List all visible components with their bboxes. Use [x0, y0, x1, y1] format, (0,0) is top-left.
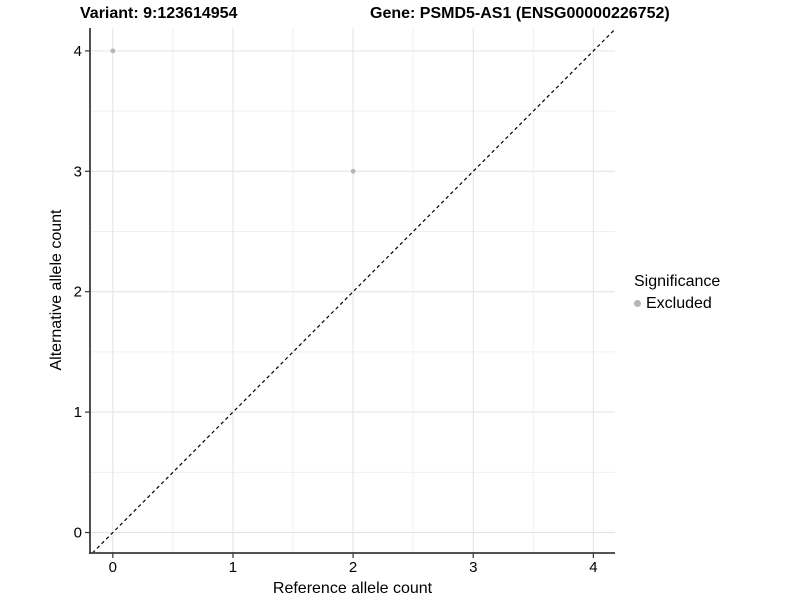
- legend-title: Significance: [634, 273, 721, 290]
- legend-items: Excluded: [634, 294, 720, 313]
- data-point: [350, 168, 356, 174]
- x-tick-label: 1: [229, 559, 237, 576]
- x-tick-label: 0: [109, 559, 117, 576]
- y-tick-label: 3: [74, 163, 82, 180]
- legend-item: Excluded: [634, 294, 720, 313]
- variant-title: Variant: 9:123614954: [80, 5, 238, 22]
- data-point: [110, 48, 116, 54]
- gene-title: Gene: PSMD5-AS1 (ENSG00000226752): [370, 5, 670, 22]
- legend-point-swatch-icon: [634, 300, 641, 308]
- y-tick-label: 1: [74, 404, 82, 421]
- y-tick-label: 2: [74, 284, 82, 301]
- x-tick-label: 3: [469, 559, 477, 576]
- x-tick-label: 4: [589, 559, 597, 576]
- y-tick-label: 0: [74, 525, 82, 542]
- x-tick-label: 2: [349, 559, 357, 576]
- y-axis-title: Alternative allele count: [48, 209, 65, 371]
- y-tick-label: 4: [74, 43, 82, 60]
- legend: Significance Excluded: [634, 272, 720, 313]
- x-axis-title: Reference allele count: [272, 580, 433, 597]
- legend-item-label: Excluded: [646, 295, 712, 313]
- identity-line: [91, 28, 616, 554]
